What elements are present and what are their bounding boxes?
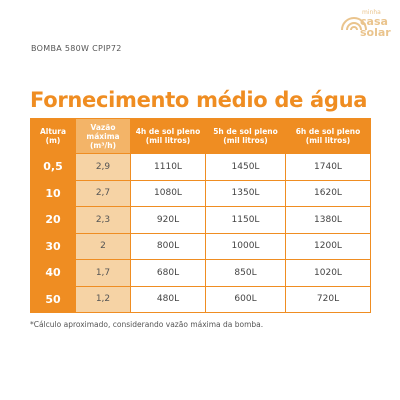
- table-cell: 720L: [285, 285, 371, 313]
- logo-text: solar: [360, 26, 391, 39]
- header-line: 6h de sol pleno: [295, 127, 361, 136]
- header-row: Altura (m) Vazão máxima (m³/h) 4h de sol plen…: [30, 118, 371, 154]
- table-row: 10 2,7 1080L 1350L 1620L: [30, 179, 371, 207]
- table-cell: 50: [30, 285, 76, 313]
- table-cell: 1380L: [285, 206, 371, 234]
- logo: minha casa solar: [341, 9, 391, 39]
- logo-text: minha: [362, 9, 381, 16]
- table-cell: 600L: [205, 285, 286, 313]
- product-name: BOMBA 580W CPIP72: [31, 44, 122, 53]
- table-cell: 680L: [130, 259, 206, 287]
- table-cell: 2: [75, 232, 131, 260]
- header-line: 5h de sol pleno: [213, 127, 278, 136]
- table-cell: 1080L: [130, 179, 206, 207]
- table-cell: 20: [30, 206, 76, 234]
- logo-icon: [341, 17, 367, 31]
- table-cell: 1110L: [130, 153, 206, 181]
- table-row: 20 2,3 920L 1150L 1380L: [30, 206, 371, 234]
- table-cell: 1000L: [205, 232, 286, 260]
- column-header: 5h de sol pleno (mil litros): [205, 118, 286, 154]
- table-cell: 800L: [130, 232, 206, 260]
- header-line: (m³/h): [89, 140, 117, 150]
- table-cell: 1350L: [205, 179, 286, 207]
- table-cell: 480L: [130, 285, 206, 313]
- table-cell: 2,7: [75, 179, 131, 207]
- header-line: máxima: [86, 131, 120, 141]
- table-cell: 1,7: [75, 259, 131, 287]
- title: Fornecimento médio de água: [30, 88, 368, 112]
- table-cell: 1450L: [205, 153, 286, 181]
- header-line: Altura: [39, 127, 67, 136]
- logo-text: casa: [360, 15, 388, 28]
- table-cell: 2,3: [75, 206, 131, 234]
- column-header: 6h de sol pleno (mil litros): [285, 118, 371, 154]
- column-header: Vazão máxima (m³/h): [75, 118, 131, 154]
- header-line: Vazão: [90, 122, 116, 132]
- table-cell: 1020L: [285, 259, 371, 287]
- header-line: (mil litros): [305, 136, 351, 145]
- table-cell: 850L: [205, 259, 286, 287]
- header-line: 4h de sol pleno: [135, 127, 201, 136]
- column-header: Altura (m): [30, 118, 76, 154]
- column-header: 4h de sol pleno (mil litros): [130, 118, 206, 154]
- table-row: 40 1,7 680L 850L 1020L: [30, 259, 371, 287]
- table-cell: 1150L: [205, 206, 286, 234]
- header-line: (mil litros): [145, 136, 191, 145]
- table-cell: 920L: [130, 206, 206, 234]
- table-cell: 1620L: [285, 179, 371, 207]
- header-line: (mil litros): [223, 136, 268, 145]
- table-cell: 40: [30, 259, 76, 287]
- table-cell: 30: [30, 232, 76, 260]
- table-cell: 10: [30, 179, 76, 207]
- table-row: 30 2 800L 1000L 1200L: [30, 232, 371, 260]
- header-line: (m): [45, 136, 61, 145]
- table-cell: 1,2: [75, 285, 131, 313]
- table-row: 0,5 2,9 1110L 1450L 1740L: [30, 153, 371, 181]
- table-cell: 1740L: [285, 153, 371, 181]
- footnote: *Cálculo aproximado, considerando vazão …: [30, 320, 264, 329]
- table-cell: 1200L: [285, 232, 371, 260]
- table-row: 50 1,2 480L 600L 720L: [30, 285, 371, 313]
- table: Altura (m) Vazão máxima (m³/h) 4h de sol plen…: [30, 118, 371, 313]
- table-cell: 2,9: [75, 153, 131, 181]
- table-cell: 0,5: [30, 153, 76, 181]
